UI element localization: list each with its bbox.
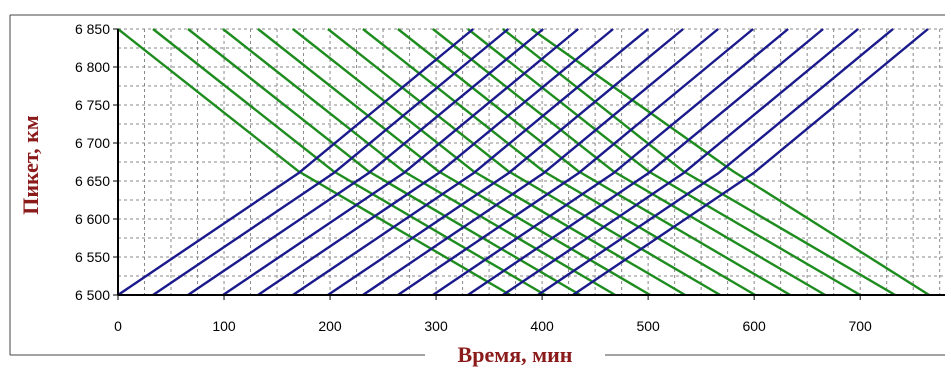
x-tick-label: 300 [424, 318, 448, 334]
grid [118, 28, 945, 295]
x-axis-title: Время, мин [458, 342, 573, 367]
x-tick-label: 600 [742, 318, 766, 334]
train-line-ascending [257, 28, 614, 296]
train-line-descending [222, 28, 616, 297]
y-tick-label: 6 600 [75, 211, 110, 227]
x-tick-label: 700 [848, 318, 872, 334]
train-line-descending [467, 28, 861, 297]
y-tick-label: 6 550 [75, 249, 110, 265]
x-tick-label: 500 [636, 318, 660, 334]
train-line-descending [152, 28, 546, 297]
x-tick-label: 400 [530, 318, 554, 334]
train-line-descending [117, 28, 511, 297]
y-axis-title: Пикет, км [18, 115, 43, 215]
train-line-descending [432, 28, 826, 297]
train-line-ascending [432, 28, 789, 296]
y-tick-label: 6 700 [75, 135, 110, 151]
train-line-ascending [397, 28, 754, 296]
y-tick-labels: 6 500 6 550 6 600 6 650 6 700 6 750 6 800 6 850 [75, 21, 118, 303]
train-line-descending [362, 28, 756, 297]
train-line-descending [397, 28, 791, 297]
y-tick-label: 6 650 [75, 173, 110, 189]
train-line-descending [530, 28, 930, 297]
train-line-ascending [572, 28, 929, 296]
y-tick-label: 6 850 [75, 21, 110, 37]
x-tick-labels: 0 100 200 300 400 500 600 700 [114, 295, 872, 334]
train-line-ascending [222, 28, 579, 296]
series-lines [117, 28, 930, 297]
train-line-descending [327, 28, 721, 297]
train-line-ascending [467, 28, 824, 296]
x-tick-label: 200 [318, 318, 342, 334]
x-tick-label: 0 [114, 318, 122, 334]
y-tick-label: 6 800 [75, 59, 110, 75]
train-line-ascending [362, 28, 719, 296]
train-line-ascending [327, 28, 684, 296]
axes [9, 14, 945, 356]
train-line-descending [292, 28, 686, 297]
train-line-descending [187, 28, 581, 297]
train-line-ascending [292, 28, 649, 296]
y-tick-label: 6 500 [75, 287, 110, 303]
train-line-descending [257, 28, 651, 297]
x-tick-label: 100 [212, 318, 236, 334]
y-tick-label: 6 750 [75, 97, 110, 113]
train-line-ascending [187, 28, 544, 296]
train-line-ascending [117, 28, 474, 296]
train-line-ascending [152, 28, 509, 296]
train-line-descending [502, 28, 896, 297]
train-line-ascending [537, 28, 894, 296]
train-line-ascending [502, 28, 859, 296]
